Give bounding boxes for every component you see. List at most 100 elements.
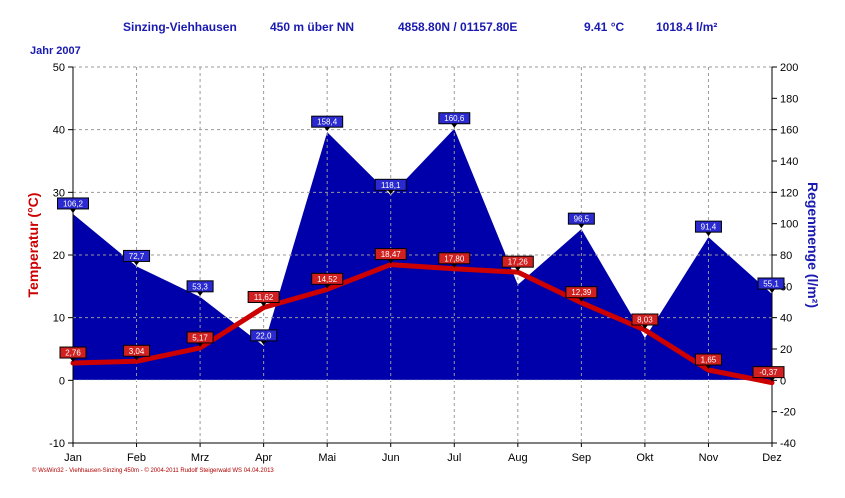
rain-data-label-pointer <box>197 291 204 296</box>
rain-data-label-pointer <box>705 232 712 237</box>
right-tick-label: 120 <box>780 187 798 199</box>
altitude: 450 m über NN <box>270 20 355 34</box>
temperature-data-label-box <box>694 353 722 366</box>
left-tick-label: 50 <box>53 62 65 74</box>
temperature-data-label-pointer <box>514 267 521 272</box>
left-tick-label: 10 <box>53 313 65 325</box>
temperature-data-label-box <box>438 252 471 265</box>
rain-data-label-box <box>186 280 214 293</box>
temperature-data-label-box <box>123 344 151 357</box>
left-tick-label: -10 <box>49 438 65 450</box>
x-tick-label: Mrz <box>191 452 209 464</box>
mean-temperature: 9.41 °C <box>584 20 625 34</box>
total-rainfall: 1018.4 l/m² <box>656 20 718 34</box>
rain-data-label: 91,4 <box>701 223 717 232</box>
temperature-data-label-pointer <box>324 284 331 289</box>
left-tick-label: 30 <box>53 187 65 199</box>
rain-data-label: 53,3 <box>192 282 208 291</box>
temperature-data-label-box <box>631 313 659 326</box>
x-tick-label: Jan <box>64 452 82 464</box>
year-label: Jahr 2007 <box>30 45 81 57</box>
temperature-data-label: 1,65 <box>701 355 717 364</box>
temperature-point <box>642 328 647 333</box>
right-tick-label: 20 <box>780 344 792 356</box>
rain-data-label: 22,0 <box>256 331 272 340</box>
temperature-data-label: 3,04 <box>129 347 145 356</box>
right-tick-label: 40 <box>780 313 792 325</box>
rain-data-label-box <box>567 212 595 225</box>
rain-data-label-box <box>250 329 278 342</box>
right-tick-label: -20 <box>780 407 796 419</box>
temperature-line <box>70 262 775 386</box>
temperature-data-label: -0,37 <box>759 368 778 377</box>
left-tick-label: 40 <box>53 125 65 137</box>
x-tick-label: Nov <box>699 452 719 464</box>
x-tick-label: Aug <box>508 452 528 464</box>
rain-data-label: 55,1 <box>763 280 779 289</box>
right-tick-label: 100 <box>780 219 798 231</box>
copyright-footer: © WsWin32 - Viehhausen-Sinzing 450m - © … <box>32 468 274 474</box>
rain-data-label-pointer <box>387 190 394 195</box>
temperature-data-label-box <box>501 255 534 268</box>
temperature-data-label-box <box>565 286 598 299</box>
temperature-data-label-pointer <box>641 325 648 330</box>
right-tick-label: 80 <box>780 250 792 262</box>
rain-data-label: 96,5 <box>574 215 590 224</box>
temperature-data-label-box <box>311 272 344 285</box>
temperature-data-label-pointer <box>578 297 585 302</box>
rain-data-label-pointer <box>324 127 331 132</box>
rain-data-label: 72,7 <box>129 252 145 261</box>
rain-data-label-box <box>694 220 722 233</box>
rain-data-label-box <box>757 277 785 290</box>
temperature-point <box>71 361 75 366</box>
rain-data-label: 118,1 <box>381 181 401 190</box>
left-tick-label: 20 <box>53 250 65 262</box>
x-tick-label: Jul <box>447 452 461 464</box>
temperature-data-label-pointer <box>70 358 76 363</box>
temperature-data-label-pointer <box>260 302 267 307</box>
temperature-data-label-pointer <box>705 364 712 369</box>
station-name: Sinzing-Viehhausen <box>123 20 237 34</box>
rain-data-label-pointer <box>260 340 267 345</box>
temperature-point <box>388 262 393 267</box>
temperature-data-label-pointer <box>769 377 775 382</box>
right-axis-title: Regenmenge (l/m²) <box>805 182 821 308</box>
temperature-point <box>770 380 774 385</box>
right-tick-label: -40 <box>780 438 796 450</box>
rain-data-label: 106,2 <box>63 199 84 208</box>
x-tick-label: Feb <box>127 452 146 464</box>
temperature-data-label: 5,17 <box>192 333 208 342</box>
right-tick-label: 0 <box>780 375 786 387</box>
coordinates: 4858.80N / 01157.80E <box>398 20 518 34</box>
temperature-data-label-box <box>59 346 87 359</box>
right-tick-label: 180 <box>780 93 798 105</box>
temperature-data-label: 17,26 <box>508 258 529 267</box>
temperature-data-label: 8,03 <box>637 316 653 325</box>
temperature-data-label-box <box>247 291 280 304</box>
temperature-data-label: 14,52 <box>317 275 338 284</box>
temperature-point <box>515 270 520 275</box>
left-tick-label: 0 <box>59 375 65 387</box>
left-axis-title: Temperatur (°C) <box>25 193 41 298</box>
rain-data-label-pointer <box>451 123 458 128</box>
rain-data-label-box <box>374 178 407 191</box>
temperature-point <box>706 367 711 372</box>
rain-data-label-box <box>123 249 151 262</box>
temperature-data-label: 12,39 <box>571 288 592 297</box>
temperature-data-label-box <box>752 366 785 379</box>
temperature-data-label: 18,47 <box>381 250 402 259</box>
right-tick-label: 200 <box>780 62 798 74</box>
rain-data-label-pointer <box>70 208 76 213</box>
rain-data-label-pointer <box>578 224 585 229</box>
temperature-data-label-pointer <box>197 342 204 347</box>
x-tick-label: Jun <box>382 452 400 464</box>
temperature-data-label-box <box>186 331 214 344</box>
rain-data-label: 158,4 <box>317 118 338 127</box>
rain-data-label-box <box>57 197 89 210</box>
x-tick-label: Sep <box>572 452 592 464</box>
temperature-point <box>325 287 330 292</box>
temperature-point <box>134 359 139 364</box>
x-tick-label: Apr <box>255 452 272 464</box>
x-tick-label: Okt <box>636 452 653 464</box>
rain-data-label-box <box>311 115 344 128</box>
